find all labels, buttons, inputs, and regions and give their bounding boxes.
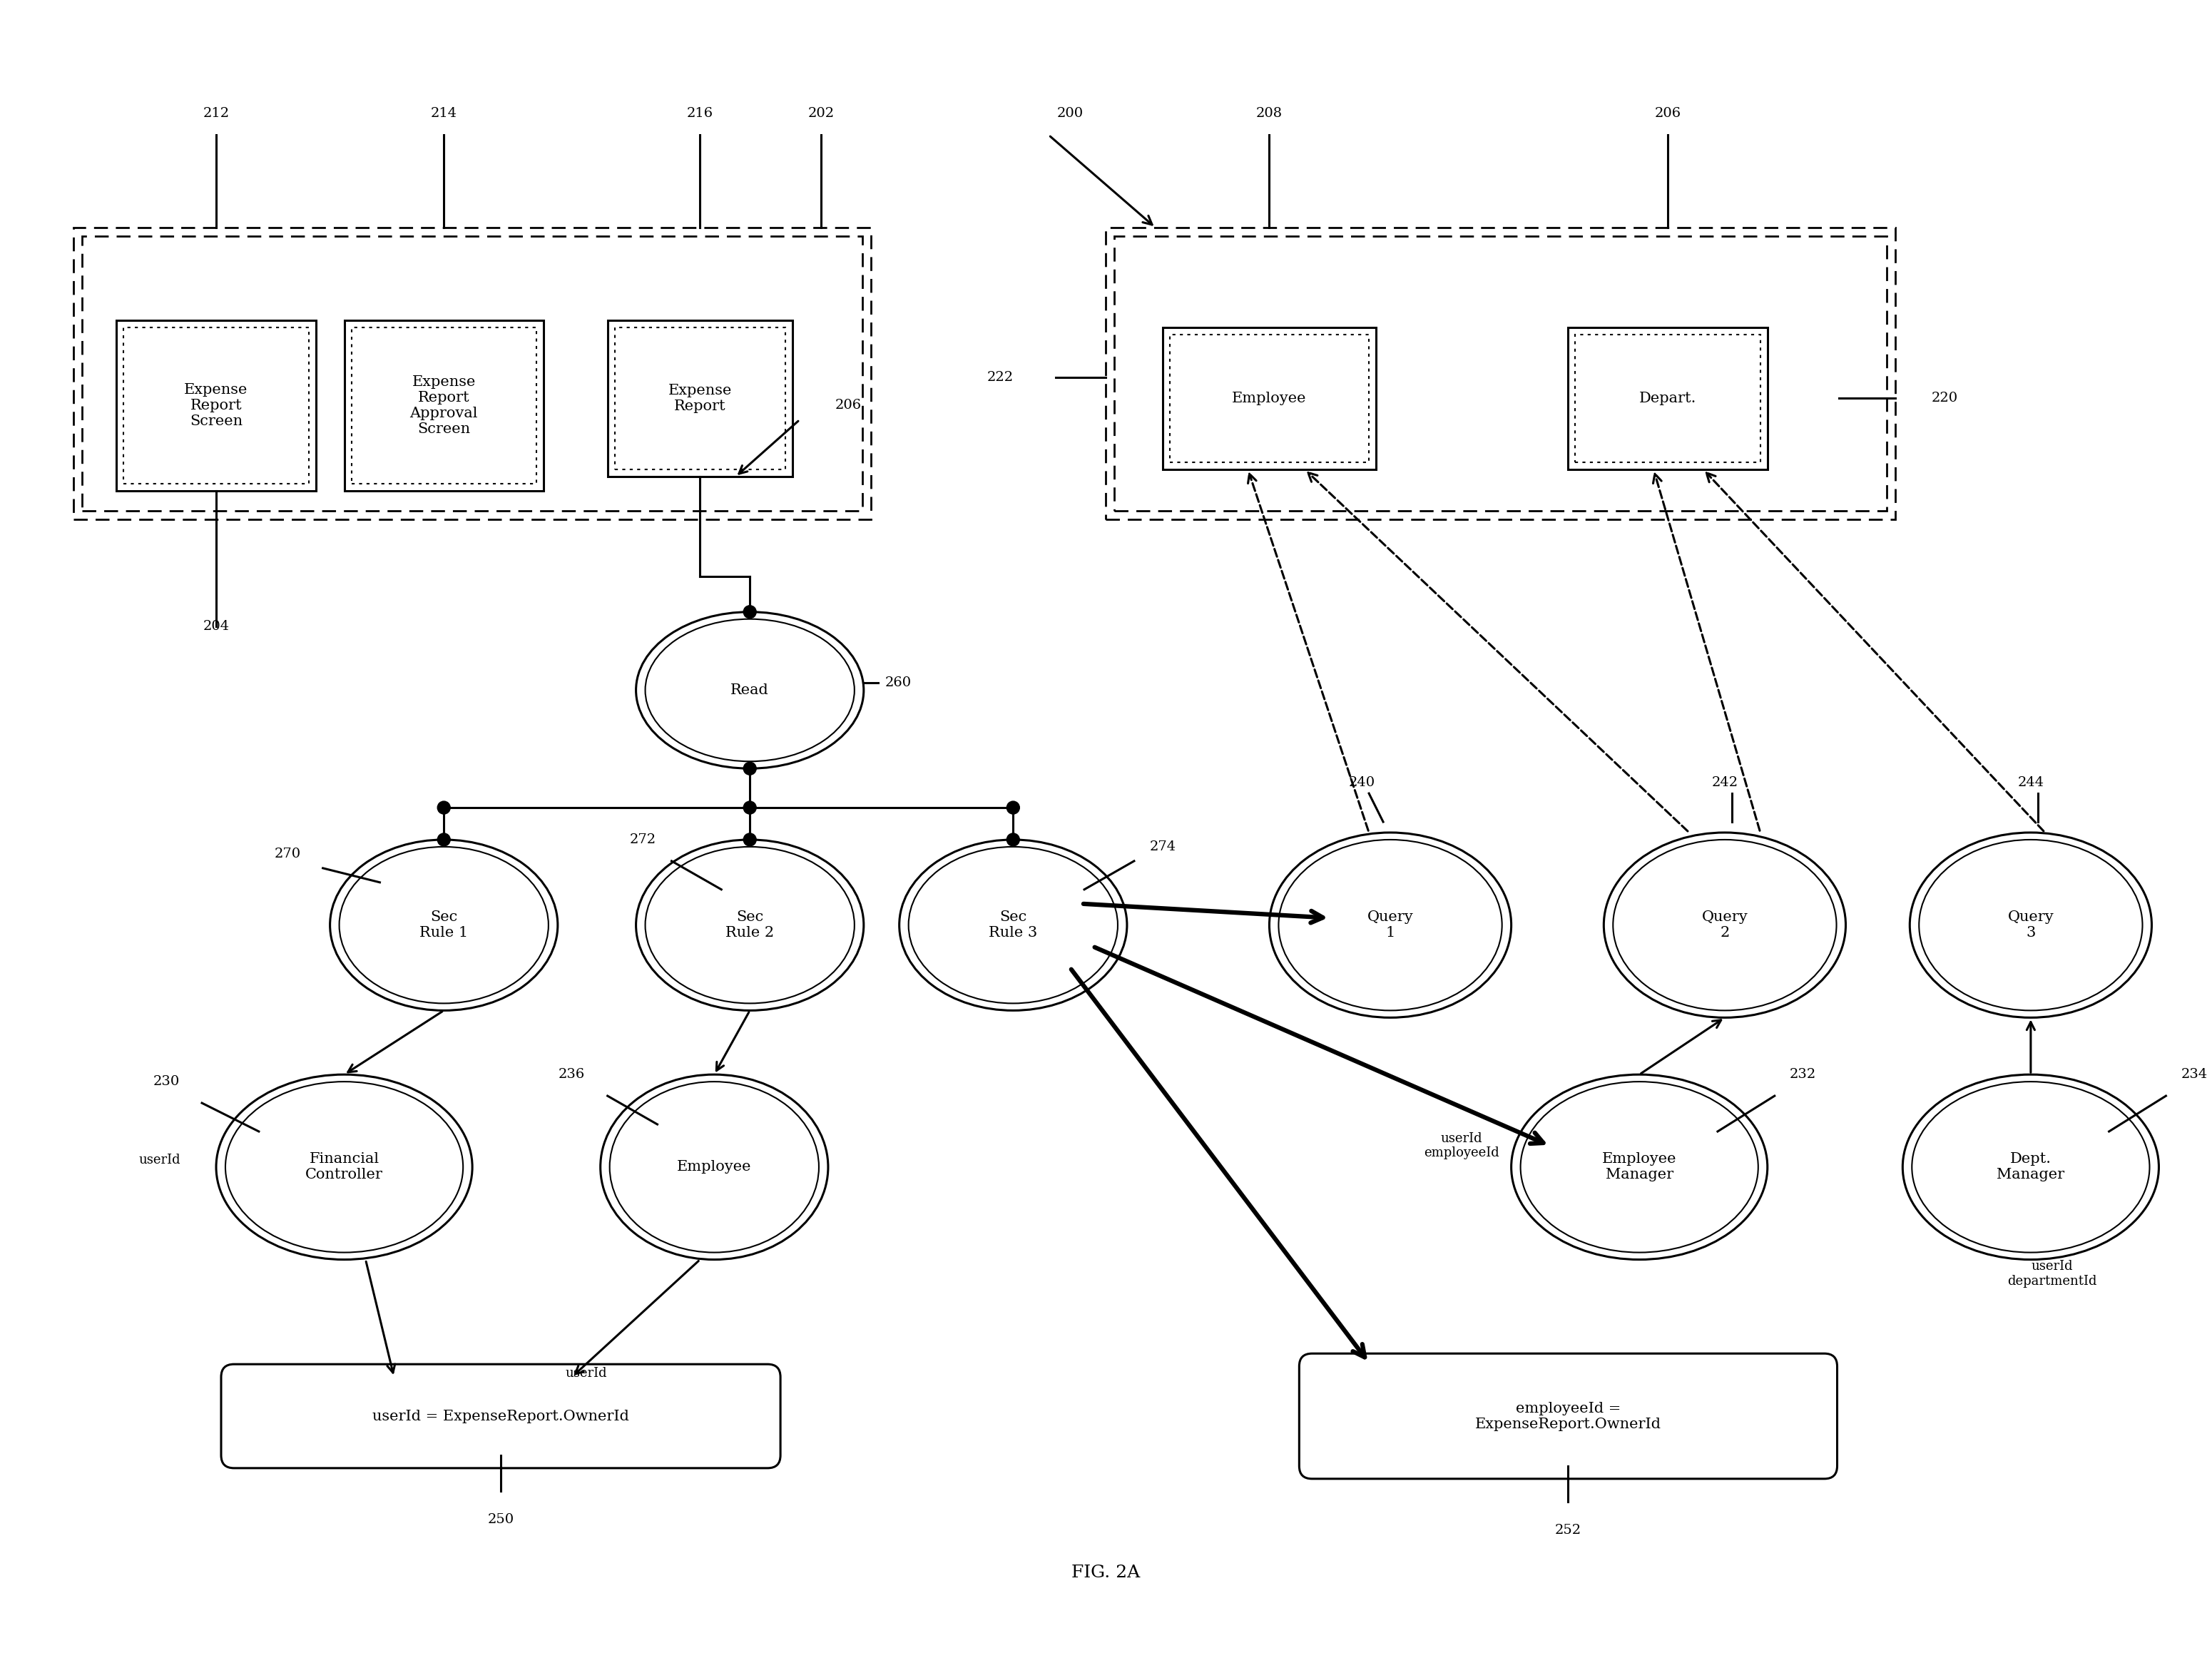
Ellipse shape	[217, 1074, 473, 1260]
Text: Depart.: Depart.	[1639, 392, 1697, 405]
Circle shape	[743, 605, 757, 618]
Circle shape	[743, 802, 757, 813]
Ellipse shape	[646, 618, 854, 762]
Text: 200: 200	[1057, 107, 1084, 121]
Text: 234: 234	[2181, 1068, 2208, 1081]
Ellipse shape	[1279, 840, 1502, 1010]
Ellipse shape	[1902, 1074, 2159, 1260]
Circle shape	[438, 833, 451, 846]
Text: 220: 220	[1931, 392, 1958, 405]
Bar	[1115, 236, 1887, 511]
Text: Expense
Report: Expense Report	[668, 383, 732, 413]
Text: Read: Read	[730, 683, 770, 698]
Ellipse shape	[1511, 1074, 1767, 1260]
Text: 270: 270	[274, 848, 301, 860]
Bar	[608, 321, 792, 476]
Ellipse shape	[646, 846, 854, 1003]
Ellipse shape	[599, 1074, 827, 1260]
Bar	[1568, 327, 1767, 469]
Ellipse shape	[1920, 840, 2143, 1010]
Text: 274: 274	[1150, 840, 1177, 853]
Bar	[117, 321, 316, 491]
Circle shape	[743, 833, 757, 846]
Bar	[82, 236, 863, 511]
Text: 208: 208	[1256, 107, 1283, 121]
Circle shape	[1006, 833, 1020, 846]
Text: Expense
Report
Approval
Screen: Expense Report Approval Screen	[409, 375, 478, 436]
FancyBboxPatch shape	[221, 1364, 781, 1468]
Ellipse shape	[611, 1081, 818, 1253]
Ellipse shape	[1270, 833, 1511, 1018]
Text: 222: 222	[987, 370, 1013, 383]
Text: Query
2: Query 2	[1701, 911, 1747, 939]
Text: FIG. 2A: FIG. 2A	[1071, 1564, 1139, 1580]
FancyBboxPatch shape	[1298, 1354, 1838, 1479]
Bar	[352, 327, 535, 484]
Ellipse shape	[226, 1081, 462, 1253]
Text: 202: 202	[807, 107, 834, 121]
Text: userId
departmentId: userId departmentId	[2006, 1260, 2097, 1288]
Circle shape	[743, 762, 757, 775]
Text: 216: 216	[686, 107, 712, 121]
Text: Sec
Rule 1: Sec Rule 1	[420, 911, 469, 939]
Ellipse shape	[1604, 833, 1845, 1018]
Text: Expense
Report
Screen: Expense Report Screen	[184, 383, 248, 428]
Text: userId: userId	[566, 1367, 606, 1380]
Text: 230: 230	[153, 1074, 179, 1088]
Text: 232: 232	[1790, 1068, 1816, 1081]
Text: 260: 260	[885, 676, 911, 689]
Text: 206: 206	[836, 398, 863, 412]
Text: Employee: Employee	[1232, 392, 1307, 405]
Ellipse shape	[338, 846, 549, 1003]
Text: Query
3: Query 3	[2008, 911, 2053, 939]
Text: 240: 240	[1349, 777, 1376, 788]
Text: 214: 214	[431, 107, 458, 121]
Text: 236: 236	[560, 1068, 586, 1081]
Text: userId
employeeId: userId employeeId	[1425, 1132, 1500, 1159]
Bar	[615, 327, 785, 469]
Text: userId: userId	[139, 1154, 181, 1167]
Bar	[1164, 327, 1376, 469]
Text: 206: 206	[1655, 107, 1681, 121]
Circle shape	[1006, 802, 1020, 813]
Text: Sec
Rule 3: Sec Rule 3	[989, 911, 1037, 939]
Text: Dept.
Manager: Dept. Manager	[1997, 1152, 2064, 1182]
Bar	[1575, 334, 1761, 463]
Ellipse shape	[1911, 1081, 2150, 1253]
Text: 272: 272	[630, 833, 657, 846]
Ellipse shape	[637, 612, 863, 769]
Ellipse shape	[1909, 833, 2152, 1018]
Text: Sec
Rule 2: Sec Rule 2	[726, 911, 774, 939]
Ellipse shape	[1520, 1081, 1759, 1253]
Text: 252: 252	[1555, 1524, 1582, 1536]
Text: 204: 204	[204, 620, 230, 633]
Circle shape	[438, 802, 451, 813]
Ellipse shape	[900, 840, 1126, 1010]
Ellipse shape	[637, 840, 863, 1010]
Text: Financial
Controller: Financial Controller	[305, 1152, 383, 1182]
Text: Employee: Employee	[677, 1160, 752, 1174]
Text: 212: 212	[204, 107, 230, 121]
Text: Query
1: Query 1	[1367, 911, 1413, 939]
Text: 250: 250	[487, 1512, 513, 1526]
Ellipse shape	[909, 846, 1117, 1003]
Text: 242: 242	[1712, 777, 1739, 788]
Text: employeeId =
ExpenseReport.OwnerId: employeeId = ExpenseReport.OwnerId	[1475, 1402, 1661, 1431]
Text: Employee
Manager: Employee Manager	[1601, 1152, 1677, 1182]
Bar	[1170, 334, 1369, 463]
Bar	[73, 228, 872, 519]
Bar	[1106, 228, 1896, 519]
Ellipse shape	[1613, 840, 1836, 1010]
Text: 244: 244	[2017, 777, 2044, 788]
Bar	[124, 327, 310, 484]
Ellipse shape	[330, 840, 557, 1010]
Bar	[345, 321, 544, 491]
Text: userId = ExpenseReport.OwnerId: userId = ExpenseReport.OwnerId	[372, 1410, 628, 1423]
